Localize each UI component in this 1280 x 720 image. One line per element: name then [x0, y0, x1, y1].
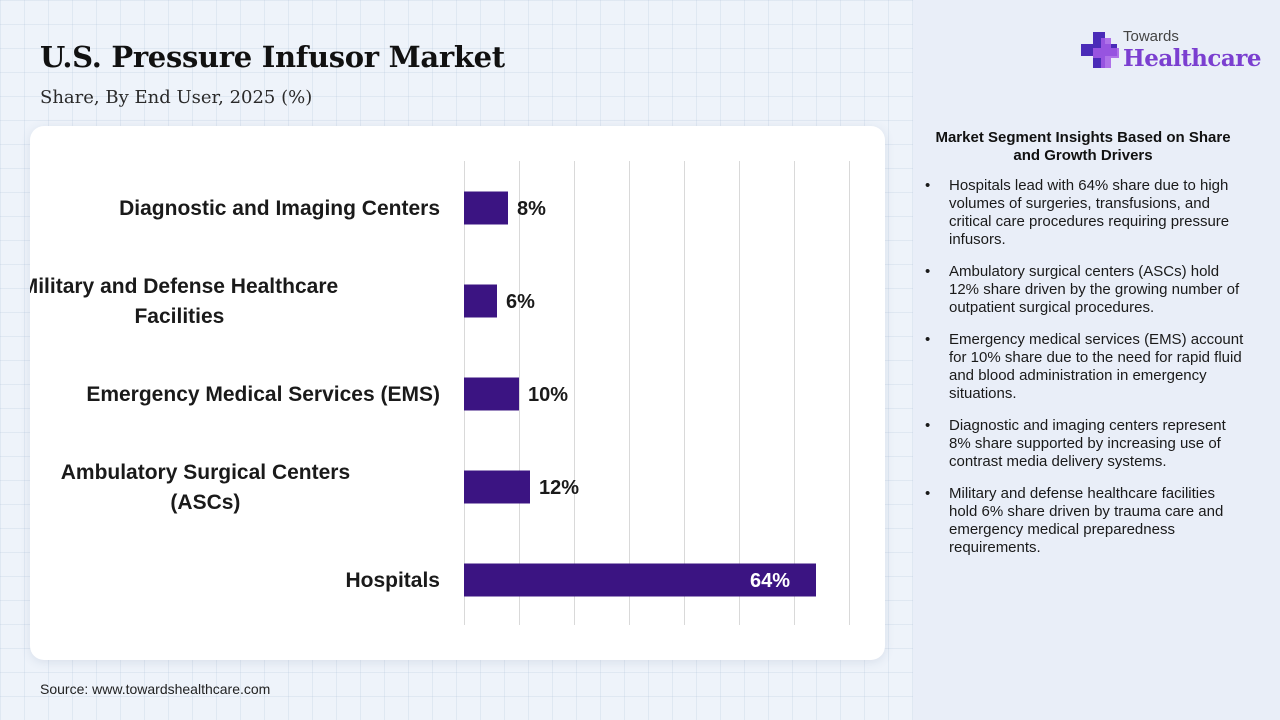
category-label: Diagnostic and Imaging Centers: [119, 197, 440, 220]
bar: [464, 470, 530, 504]
bullet: •: [925, 417, 931, 434]
category-label: Emergency Medical Services (EMS): [86, 383, 440, 406]
insight-text: Military and defense healthcare faciliti…: [949, 485, 1224, 556]
category-label: Hospitals: [345, 569, 440, 592]
category-label: Ambulatory Surgical Centers (ASCs): [61, 461, 350, 514]
data-label: 8%: [517, 198, 546, 220]
data-label: 64%: [750, 570, 790, 592]
insights-list: • Hospitals lead with 64% share due to hi…: [922, 177, 1244, 557]
bar: [464, 563, 816, 597]
category-label: Military and Defense Healthcare Facilitie…: [30, 275, 338, 328]
brand-name-top: Towards: [1123, 28, 1179, 45]
bullet: •: [925, 263, 931, 280]
source-note: Source: www.towardshealthcare.com: [40, 681, 271, 697]
insight-text: Hospitals lead with 64% share due to hig…: [949, 177, 1230, 248]
bullet: •: [925, 177, 931, 194]
insight-text: Diagnostic and imaging centers represent…: [949, 417, 1226, 470]
insight-item: • Ambulatory surgical centers (ASCs) hold…: [922, 263, 1244, 317]
data-label: 12%: [539, 477, 579, 499]
insight-text: Ambulatory surgical centers (ASCs) hold …: [949, 263, 1240, 316]
brand-name-main: Healthcare: [1123, 45, 1262, 72]
brand-logo: Towards Healthcare: [1080, 28, 1262, 78]
insight-item: • Military and defense healthcare facilit…: [922, 485, 1244, 557]
chart-card: Diagnostic and Imaging Centers 8% Military…: [30, 126, 885, 660]
right-panel: [913, 0, 1280, 720]
bar: [464, 191, 508, 225]
insight-item: • Emergency medical services (EMS) accoun…: [922, 331, 1244, 403]
bar: [464, 284, 497, 318]
medical-cross-icon: [1081, 32, 1119, 68]
bullet: •: [925, 331, 931, 348]
insights-panel: Market Segment Insights Based on Share a…: [922, 129, 1244, 571]
data-label: 6%: [506, 291, 535, 313]
insight-item: • Hospitals lead with 64% share due to hi…: [922, 177, 1244, 249]
bar-chart: Diagnostic and Imaging Centers 8% Military…: [30, 161, 850, 625]
chart-title: U.S. Pressure Infusor Market: [40, 40, 505, 74]
insight-item: • Diagnostic and imaging centers represen…: [922, 417, 1244, 471]
insight-text: Emergency medical services (EMS) account…: [949, 331, 1244, 402]
data-label: 10%: [528, 384, 568, 406]
chart-subtitle: Share, By End User, 2025 (%): [40, 87, 313, 108]
insights-title: Market Segment Insights Based on Share a…: [935, 129, 1231, 164]
bar: [464, 377, 519, 411]
bullet: •: [925, 485, 931, 502]
